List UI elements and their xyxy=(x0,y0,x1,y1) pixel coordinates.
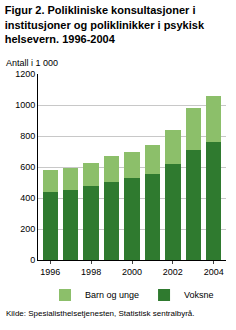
svg-text:Antall i 1 000: Antall i 1 000 xyxy=(6,58,58,68)
svg-text:Figur 2. Polikliniske konsulta: Figur 2. Polikliniske konsultasjoner iin… xyxy=(5,4,205,45)
svg-text:Kilde: Spesialisthelsetjeneste: Kilde: Spesialisthelsetjenesten, Statist… xyxy=(6,309,195,318)
svg-text:1000: 1000 xyxy=(15,100,35,110)
svg-text:2004: 2004 xyxy=(204,267,224,277)
svg-text:200: 200 xyxy=(20,224,35,234)
svg-text:1996: 1996 xyxy=(40,267,60,277)
svg-text:2002: 2002 xyxy=(163,267,183,277)
svg-text:Barn og unge: Barn og unge xyxy=(85,290,139,300)
svg-text:1998: 1998 xyxy=(81,267,101,277)
svg-text:0: 0 xyxy=(30,255,35,265)
svg-text:Voksne: Voksne xyxy=(184,290,214,300)
svg-text:600: 600 xyxy=(20,162,35,172)
svg-text:1200: 1200 xyxy=(15,69,35,79)
svg-text:2000: 2000 xyxy=(122,267,142,277)
svg-text:800: 800 xyxy=(20,131,35,141)
svg-text:400: 400 xyxy=(20,193,35,203)
